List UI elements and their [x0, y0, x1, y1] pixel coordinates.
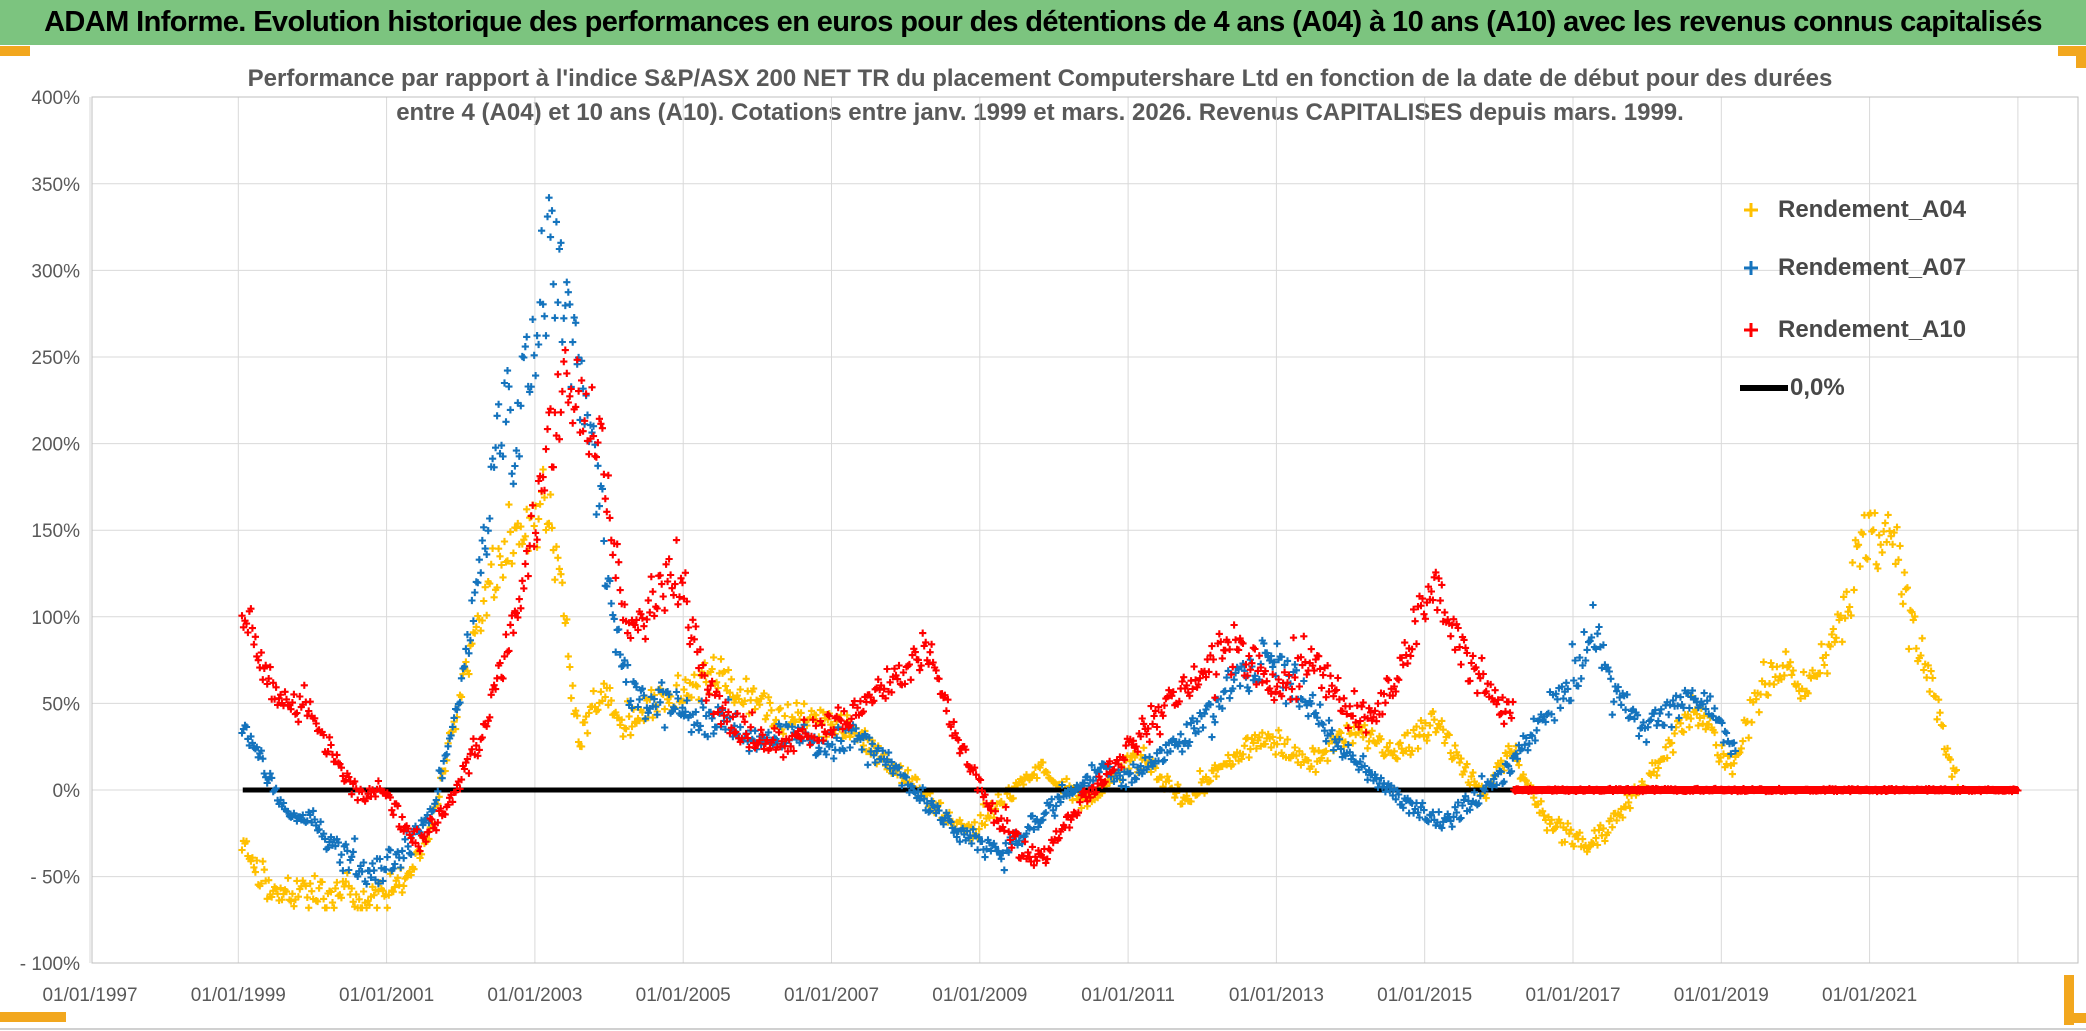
legend-label: 0,0% — [1790, 374, 1845, 401]
y-axis-label: 300% — [31, 261, 80, 282]
legend-item-rendement-a10: Rendement_A10 — [1740, 315, 1966, 345]
legend-label: Rendement_A04 — [1778, 196, 1967, 223]
x-axis-label: 01/01/2021 — [1822, 985, 1917, 1006]
y-axis-label: 0% — [53, 781, 81, 802]
x-axis-label: 01/01/2011 — [1081, 985, 1175, 1006]
legend-item-rendement-a04: Rendement_A04 — [1740, 195, 1966, 225]
series-rendement-a10 — [238, 346, 1517, 869]
x-axis-label: 01/01/1999 — [191, 985, 286, 1006]
frame-corner-top-right-v — [2076, 46, 2086, 68]
y-axis-label: 50% — [42, 694, 80, 715]
x-axis-label: 01/01/2001 — [339, 985, 434, 1006]
y-axis-label: 200% — [31, 435, 80, 456]
legend-label: Rendement_A07 — [1778, 254, 1967, 281]
x-axis-label: 01/01/2007 — [784, 985, 879, 1006]
title-banner: ADAM Informe. Evolution historique des p… — [0, 0, 2086, 45]
y-axis-label: - 100% — [20, 954, 80, 975]
frame-corner-bottom-left — [0, 1012, 66, 1022]
chart-title: Performance par rapport à l'indice S&P/A… — [195, 62, 1885, 130]
chart-title-line2: entre 4 (A04) et 10 ans (A10). Cotations… — [396, 99, 1684, 126]
frame-corner-bottom-right-h — [2064, 1013, 2086, 1023]
plus-marker-icon — [1744, 261, 1758, 275]
x-axis-label: 01/01/2019 — [1674, 985, 1769, 1006]
frame-corner-top-right-h — [2058, 46, 2086, 56]
x-axis-label: 01/01/2003 — [487, 985, 582, 1006]
y-axis-label: - 50% — [30, 868, 80, 889]
plus-marker-icon — [1744, 323, 1758, 337]
series-rendement-a07 — [238, 194, 1739, 888]
y-axis-label: 400% — [31, 88, 80, 109]
y-axis-label: 100% — [31, 608, 80, 629]
x-axis-label: 01/01/2005 — [636, 985, 731, 1006]
report-title: ADAM Informe. Evolution historique des p… — [44, 6, 2042, 38]
x-axis-label: 01/01/2013 — [1229, 985, 1324, 1006]
legend-label: Rendement_A10 — [1778, 316, 1967, 343]
frame-corner-bottom-right-v — [2064, 975, 2074, 1025]
bottom-divider — [0, 1028, 2086, 1030]
frame-corner-top-left — [0, 46, 30, 56]
y-axis-label: 350% — [31, 175, 80, 196]
plot-border — [91, 96, 2079, 964]
line-marker-icon — [1740, 385, 1788, 391]
plus-marker-icon — [1744, 203, 1758, 217]
y-axis-label: 150% — [31, 521, 80, 542]
y-axis-label: 250% — [31, 348, 80, 369]
legend-item-rendement-a07: Rendement_A07 — [1740, 253, 1966, 283]
x-axis-label: 01/01/2017 — [1525, 985, 1620, 1006]
x-axis-label: 01/01/1997 — [42, 985, 137, 1006]
chart-title-line1: Performance par rapport à l'indice S&P/A… — [247, 65, 1833, 92]
incomplete-period-zero-markers — [1510, 784, 2022, 796]
legend-item-0-0-: 0,0% — [1740, 373, 1845, 403]
x-axis-label: 01/01/2015 — [1377, 985, 1472, 1006]
x-axis-label: 01/01/2009 — [932, 985, 1027, 1006]
